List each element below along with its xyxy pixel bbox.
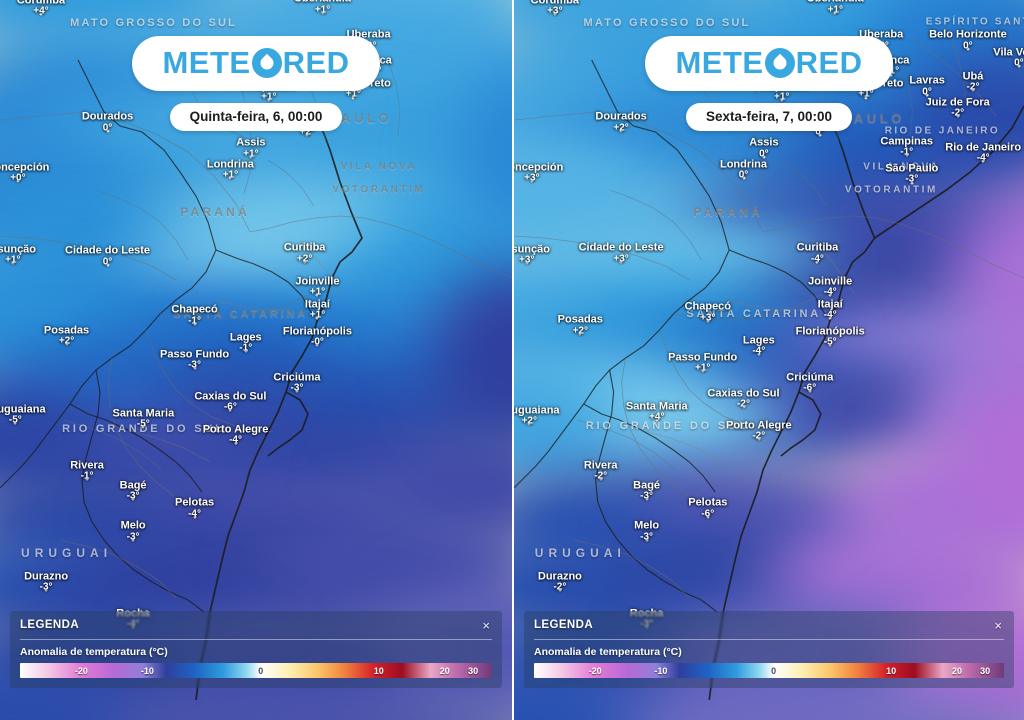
anomaly-colorbar-left	[20, 663, 492, 678]
city-marker-dot	[315, 293, 319, 297]
city-marker-dot	[742, 405, 745, 409]
city-marker-dot	[905, 153, 909, 157]
city-marker-dot	[16, 179, 20, 183]
legend-title-left: LEGENDA	[20, 619, 80, 631]
city-marker-dot	[295, 389, 299, 393]
city-marker-dot	[65, 342, 69, 346]
logo-text-post: RED	[282, 45, 350, 80]
logo-text-pre: METE	[162, 45, 251, 80]
city-marker-dot	[131, 538, 135, 542]
city-marker-dot	[910, 181, 914, 185]
city-marker-dot	[11, 261, 15, 265]
city-marker-dot	[193, 322, 197, 326]
city-marker-dot	[619, 129, 623, 133]
city-marker-dot	[141, 425, 145, 429]
city-marker-dot	[530, 179, 534, 183]
city-marker-dot	[645, 497, 649, 501]
legend-subtitle-right: Anomalia de temperatura (°C)	[534, 646, 682, 658]
city-marker-dot	[525, 261, 529, 265]
city-marker-dot	[106, 263, 110, 267]
city-marker-dot	[578, 332, 582, 336]
city-marker-dot	[315, 316, 319, 320]
city-marker-dot	[808, 389, 812, 393]
meteored-logo-left[interactable]: METE RED	[132, 36, 380, 91]
city-marker-dot	[234, 441, 238, 445]
city-marker-dot	[971, 88, 975, 92]
meteored-logo-right[interactable]: METE RED	[645, 36, 893, 91]
city-marker-dot	[553, 12, 557, 16]
legend-subtitle-left: Anomalia de temperatura (°C)	[20, 646, 168, 658]
city-marker-dot	[645, 538, 649, 542]
city-marker-dot	[925, 93, 929, 97]
city-marker-dot	[828, 293, 832, 297]
legend-panel-left[interactable]: LEGENDA × Anomalia de temperatura (°C) -…	[10, 611, 502, 688]
city-marker-dot	[228, 176, 232, 180]
city-marker-dot	[966, 47, 970, 51]
city-marker-dot	[864, 96, 868, 100]
anomaly-colorbar-right	[534, 663, 1004, 678]
city-marker-dot	[701, 369, 705, 373]
city-marker-dot	[742, 176, 745, 180]
city-marker-dot	[780, 98, 784, 102]
city-marker-dot	[351, 96, 355, 100]
logo-text-pre: METE	[675, 45, 764, 80]
city-marker-dot	[321, 11, 325, 15]
logo-text-post: RED	[795, 45, 863, 80]
city-marker-dot	[558, 588, 562, 592]
colorbar-wrap-left: -20 -10 0 10 20 30	[20, 663, 492, 678]
legend-panel-right[interactable]: LEGENDA × Anomalia de temperatura (°C) -…	[524, 611, 1014, 688]
city-marker-dot	[193, 515, 197, 519]
legend-title-right: LEGENDA	[534, 619, 594, 631]
city-marker-dot	[818, 133, 822, 137]
city-marker-dot	[619, 260, 623, 264]
city-marker-dot	[956, 114, 960, 118]
droplet-in-circle-icon	[251, 47, 282, 78]
city-marker-dot	[267, 98, 271, 102]
close-icon[interactable]: ×	[994, 618, 1002, 633]
city-marker-dot	[527, 422, 531, 426]
city-marker-dot	[762, 155, 766, 159]
date-label-right: Sexta-feira, 7, 00:00	[685, 103, 853, 131]
city-marker-dot	[889, 73, 893, 77]
close-icon[interactable]: ×	[482, 618, 490, 633]
city-marker-dot	[131, 497, 135, 501]
legend-divider	[534, 639, 1004, 640]
city-marker-dot	[39, 12, 43, 16]
city-marker-dot	[193, 366, 197, 370]
city-marker-dot	[249, 155, 253, 159]
city-marker-dot	[228, 408, 232, 412]
city-marker-dot	[655, 418, 659, 422]
city-marker-dot	[85, 477, 89, 481]
colorbar-wrap-right: -20 -10 0 10 20 30	[534, 663, 1004, 678]
panel-header-right: METE RED Sexta-feira, 7, 00:00	[514, 36, 1024, 131]
city-marker-dot	[1017, 64, 1021, 68]
city-marker-dot	[828, 343, 832, 347]
city-marker-dot	[44, 588, 48, 592]
city-marker-dot	[106, 129, 110, 133]
city-marker-dot	[13, 421, 17, 425]
panel-header-left: METE RED Quinta-feira, 6, 00:00	[0, 36, 512, 131]
date-label-left: Quinta-feira, 6, 00:00	[169, 103, 343, 131]
city-marker-dot	[303, 260, 307, 264]
city-marker-dot	[599, 477, 603, 481]
city-marker-dot	[981, 159, 985, 163]
city-marker-dot	[815, 260, 819, 264]
city-marker-dot	[305, 133, 309, 137]
city-marker-dot	[833, 11, 837, 15]
droplet-in-circle-icon	[764, 47, 795, 78]
city-marker-dot	[757, 437, 761, 441]
city-marker-dot	[706, 515, 710, 519]
city-marker-dot	[315, 343, 319, 347]
legend-divider	[20, 639, 492, 640]
city-marker-dot	[706, 319, 710, 323]
city-marker-dot	[244, 349, 248, 353]
city-marker-dot	[828, 316, 832, 320]
city-marker-dot	[757, 352, 761, 356]
